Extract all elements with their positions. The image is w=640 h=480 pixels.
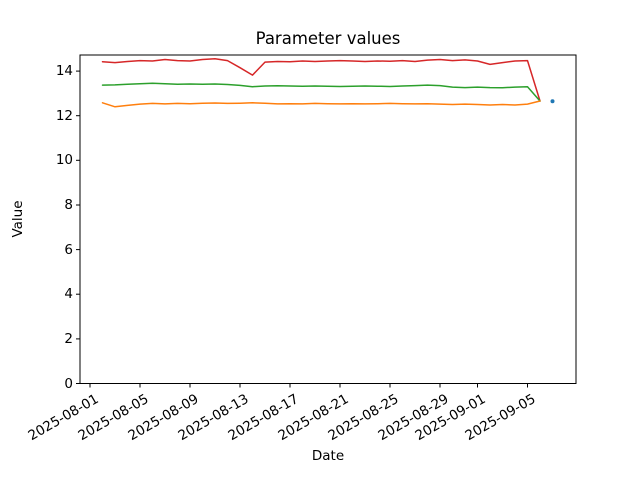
y-tick-label: 6	[64, 241, 73, 258]
y-tick-label: 8	[64, 196, 73, 213]
axes-frame	[79, 54, 577, 384]
blue-point-marker	[550, 99, 555, 104]
y-tick-label: 0	[64, 375, 73, 392]
series-red	[101, 58, 541, 102]
y-tick-label: 2	[64, 330, 73, 347]
y-tick-label: 12	[55, 107, 73, 124]
y-axis-label: Value	[10, 200, 26, 238]
x-axis-label: Date	[311, 448, 345, 464]
y-tick-label: 14	[55, 63, 73, 80]
series-green	[101, 82, 541, 102]
chart-title: Parameter values	[255, 29, 401, 48]
y-tick-label: 4	[64, 286, 73, 303]
series-orange	[101, 100, 541, 108]
y-tick-label: 10	[55, 152, 73, 169]
